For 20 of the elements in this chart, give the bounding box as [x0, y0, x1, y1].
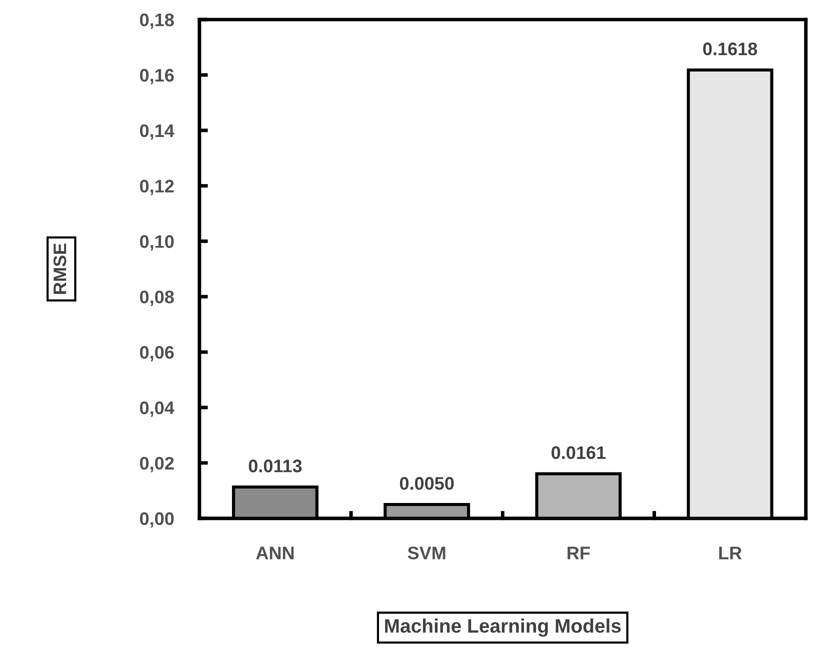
y-axis-title: RMSE [53, 244, 66, 294]
y-tick-label: 0,16 [140, 68, 174, 84]
x-tick-label: LR [719, 546, 742, 560]
x-axis-title: Machine Learning Models [385, 618, 621, 637]
data-label: 0.0161 [552, 446, 606, 460]
y-tick-label: 0,12 [140, 180, 174, 196]
data-label: 0.0050 [400, 477, 454, 490]
x-tick-label: SVM [408, 546, 446, 560]
data-label: 0.0113 [248, 460, 302, 472]
data-label: 0.1618 [703, 42, 758, 56]
y-tick-label: 0,04 [140, 401, 174, 417]
y-tick-label: 0,02 [140, 456, 174, 472]
y-tick-label: 0,00 [140, 512, 174, 528]
y-tick-label: 0,08 [140, 290, 174, 306]
y-tick-label: 0,10 [140, 235, 174, 251]
x-tick-label: RF [568, 546, 590, 560]
y-tick-label: 0,06 [140, 346, 174, 362]
y-tick-label: 0,18 [140, 13, 174, 29]
x-tick-label: ANN [256, 546, 294, 560]
y-tick-label: 0,14 [140, 124, 174, 140]
